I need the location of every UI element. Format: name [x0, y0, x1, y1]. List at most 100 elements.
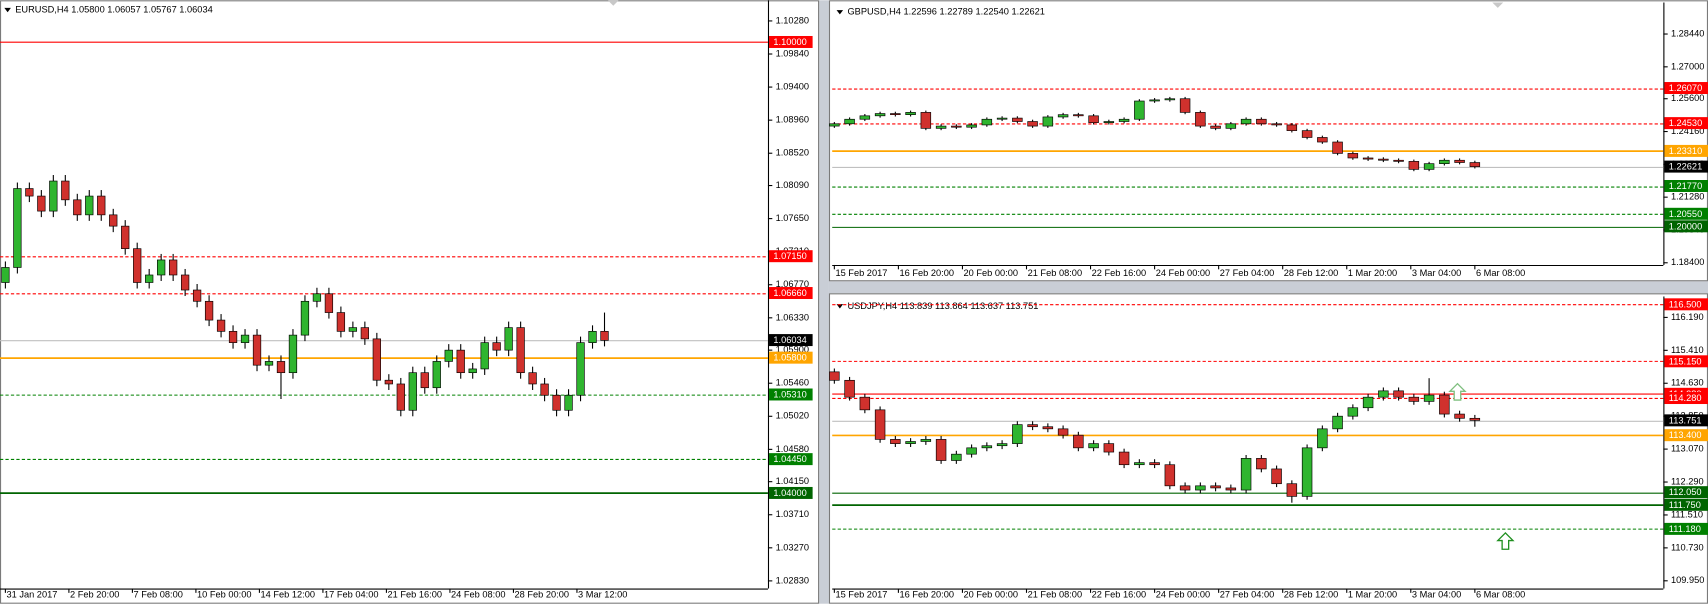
candle-body — [1408, 396, 1420, 402]
candle-body — [920, 112, 932, 129]
x-tick-label: 28 Feb 20:00 — [515, 589, 570, 599]
y-tick-label: 112.290 — [1671, 476, 1704, 486]
candle-body — [1195, 112, 1206, 127]
y-tick-label: 1.24160 — [1671, 126, 1704, 136]
candle-body — [1103, 121, 1115, 123]
level-tag-label: 1.20550 — [1669, 209, 1702, 219]
x-tick-label: 17 Feb 04:00 — [324, 589, 379, 599]
candle-body — [396, 383, 405, 411]
level-tag — [1664, 207, 1708, 220]
x-tick-label: 20 Feb 00:00 — [964, 589, 1019, 599]
candle-body — [1454, 413, 1465, 419]
y-tick-label: 113.070 — [1671, 444, 1704, 454]
shift-marker — [1492, 2, 1504, 8]
x-tick-label: 14 Feb 12:00 — [261, 589, 316, 599]
candle-body — [444, 349, 453, 362]
level-tag-label: 1.24530 — [1669, 118, 1702, 128]
level-tag — [1664, 82, 1708, 95]
candle-body — [1, 267, 10, 283]
candle-body — [504, 327, 513, 351]
candle-body — [874, 113, 886, 117]
candle-body — [480, 342, 489, 370]
candle-body — [300, 300, 310, 336]
x-tick-label: 3 Mar 04:00 — [1412, 268, 1461, 278]
level-tag-label: 1.07150 — [773, 251, 806, 261]
candle-body — [1225, 123, 1237, 129]
candle-body — [1240, 118, 1252, 125]
candle-body — [1118, 118, 1130, 122]
x-tick-label: 20 Feb 00:00 — [964, 268, 1019, 278]
candle-body — [1393, 159, 1404, 162]
candle-body — [456, 349, 465, 374]
y-tick-label: 1.28440 — [1671, 28, 1704, 38]
candle-body — [528, 372, 537, 385]
candle-body — [1073, 434, 1084, 449]
candle-body — [1012, 117, 1023, 122]
candle-body — [1240, 458, 1252, 491]
candle-body — [905, 112, 916, 116]
candle-body — [552, 394, 561, 411]
y-tick-label: 1.06770 — [776, 279, 809, 289]
candle-body — [935, 125, 947, 129]
candle-body — [1149, 99, 1160, 102]
x-tick-label: 21 Feb 08:00 — [1028, 589, 1083, 599]
candle-body — [1439, 394, 1450, 415]
level-tag — [1664, 117, 1708, 130]
splitter — [828, 281, 1708, 294]
x-tick-label: 3 Mar 12:00 — [578, 589, 627, 599]
title-icon — [836, 10, 844, 15]
level-tag-label: 1.21770 — [1669, 181, 1702, 191]
candle-body — [1103, 443, 1115, 453]
candle-body — [600, 331, 609, 341]
x-tick-label: 6 Mar 08:00 — [1476, 268, 1525, 278]
level-tag-label: 111.180 — [1669, 524, 1701, 534]
level-tag — [1664, 392, 1708, 405]
candle-body — [61, 180, 70, 201]
candle-body — [1134, 100, 1145, 120]
candle-body — [1179, 485, 1191, 491]
y-tick-label: 1.08960 — [776, 115, 809, 125]
candle-body — [1164, 464, 1176, 487]
candle-body — [1362, 157, 1374, 160]
candle-body — [1271, 123, 1282, 126]
candle-body — [996, 117, 1008, 120]
candle-body — [1118, 451, 1130, 466]
level-tag-label: 1.26070 — [1669, 83, 1702, 93]
x-tick-label: 16 Feb 20:00 — [899, 268, 954, 278]
x-tick-label: 2 Feb 20:00 — [70, 589, 119, 599]
y-tick-label: 109.950 — [1671, 575, 1704, 585]
level-tag-label: 1.20000 — [1669, 221, 1702, 231]
x-tick-label: 1 Mar 20:00 — [1348, 589, 1397, 599]
x-tick-label: 31 Jan 2017 — [6, 589, 57, 599]
level-tag — [1664, 298, 1708, 311]
y-tick-label: 1.08090 — [776, 180, 809, 190]
y-tick-label: 1.08520 — [776, 148, 809, 158]
x-tick-label: 1 Mar 20:00 — [1348, 268, 1397, 278]
arrow-icons — [1448, 382, 1515, 550]
y-tick-label: 1.05900 — [776, 345, 809, 355]
candle-body — [1179, 98, 1191, 113]
candle-body — [1408, 161, 1420, 170]
level-tag-label: 1.05800 — [773, 353, 806, 363]
candle-body — [1332, 141, 1343, 154]
candle-body — [192, 289, 202, 302]
candle-body — [1195, 485, 1206, 491]
candle-body — [408, 372, 417, 411]
candle-body — [420, 372, 429, 389]
candle-body — [1057, 428, 1069, 436]
candle-body — [37, 195, 46, 212]
candle-body — [935, 439, 947, 461]
candle-body — [492, 342, 501, 351]
level-tag — [1664, 180, 1708, 192]
y-tick-label: 1.18400 — [1671, 257, 1704, 267]
candle-body — [468, 368, 477, 374]
candle-body — [384, 379, 393, 385]
level-tag-label: 1.06034 — [773, 335, 806, 345]
candle-body — [890, 439, 901, 444]
level-tag-label: 114.280 — [1669, 393, 1702, 403]
level-tag-label: 1.10000 — [773, 37, 806, 47]
candle-body — [1439, 159, 1450, 164]
candle-body — [859, 396, 871, 411]
level-tag — [1664, 355, 1708, 368]
